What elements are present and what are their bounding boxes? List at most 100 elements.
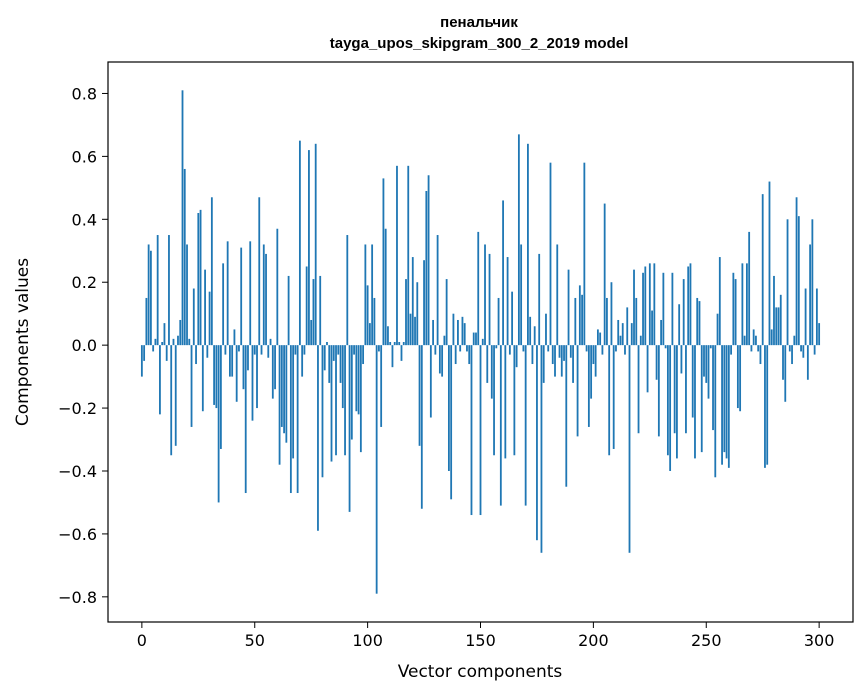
bar [183, 168, 186, 346]
bar [208, 291, 211, 346]
bar [804, 288, 807, 346]
bar [621, 323, 624, 346]
bar [576, 345, 579, 437]
bar [508, 345, 511, 355]
bar [348, 345, 351, 512]
bar [145, 297, 148, 346]
bar [190, 345, 193, 427]
bar [229, 345, 231, 377]
bar [499, 345, 502, 506]
bar [247, 345, 249, 371]
bar [278, 345, 281, 465]
bar [770, 329, 773, 346]
bar [287, 275, 290, 346]
bar [676, 345, 678, 459]
bar [355, 345, 358, 412]
bar [251, 345, 254, 421]
bar [262, 244, 265, 346]
bar [409, 313, 412, 346]
bar [323, 345, 326, 371]
bar [572, 345, 574, 383]
bar [445, 279, 448, 346]
y-tick-label: −0.8 [58, 588, 97, 607]
bar [341, 345, 344, 409]
bar [800, 345, 802, 352]
bar [533, 326, 536, 346]
bar [750, 345, 753, 352]
bar [705, 345, 708, 383]
bar [393, 342, 396, 346]
bar [235, 345, 238, 402]
bar [179, 319, 182, 346]
bar [210, 197, 213, 346]
bar [741, 263, 744, 346]
bar [242, 345, 245, 390]
bar [423, 260, 425, 346]
bar [673, 345, 676, 434]
bar [159, 345, 161, 415]
bar [662, 272, 665, 346]
bar [671, 272, 674, 346]
bar [797, 216, 800, 346]
x-tick-label: 0 [137, 631, 147, 650]
bar [274, 345, 276, 390]
bar [495, 345, 498, 349]
bar [321, 345, 324, 478]
bar [294, 345, 297, 355]
bar [432, 319, 434, 346]
bar [653, 263, 656, 346]
y-axis-label: Components values [13, 258, 33, 426]
y-tick-label: 0.4 [72, 210, 97, 229]
bar [429, 345, 432, 418]
bar [806, 345, 809, 380]
bar [624, 345, 626, 355]
bar [515, 345, 518, 368]
bar [651, 310, 653, 346]
bar [592, 345, 595, 365]
bar [317, 345, 319, 531]
bar [610, 282, 613, 346]
bar [371, 244, 374, 346]
bar [565, 345, 568, 487]
bar [775, 307, 778, 346]
bar [486, 345, 489, 383]
bar [766, 345, 769, 465]
bar [249, 241, 252, 346]
bar [454, 345, 457, 365]
bar [400, 345, 403, 361]
bar [441, 345, 444, 377]
bar [768, 181, 771, 346]
bar [547, 345, 550, 352]
bar [714, 345, 717, 478]
bar [414, 316, 416, 346]
bar [269, 338, 272, 346]
y-tick-label: 0.8 [72, 84, 97, 103]
bar [642, 272, 644, 346]
bar [407, 165, 410, 346]
bar [280, 345, 283, 427]
bar [303, 345, 306, 355]
y-tick-label: −0.2 [58, 399, 97, 418]
bar [698, 301, 701, 346]
bar [326, 342, 328, 346]
bar [743, 335, 746, 346]
bar [703, 345, 705, 377]
bar [380, 345, 383, 427]
bar [513, 345, 516, 456]
bar [721, 345, 723, 465]
bar [346, 235, 349, 346]
x-tick-label: 150 [465, 631, 496, 650]
bar [666, 345, 669, 456]
bar [594, 345, 597, 377]
bar [657, 345, 660, 437]
bar [350, 345, 353, 440]
bar [502, 200, 504, 346]
bars-group [140, 90, 821, 594]
bar [362, 345, 365, 365]
bar [732, 272, 735, 346]
bar [170, 345, 173, 456]
bar [258, 197, 261, 346]
bar [479, 345, 482, 516]
bar [359, 345, 362, 453]
bar [727, 345, 730, 468]
